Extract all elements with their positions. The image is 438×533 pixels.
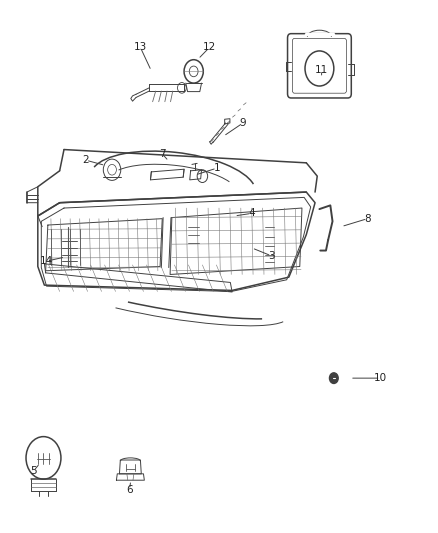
Text: 9: 9 — [240, 118, 246, 128]
Text: 13: 13 — [134, 43, 147, 52]
Circle shape — [329, 373, 338, 383]
Text: 2: 2 — [82, 155, 89, 165]
Text: 11: 11 — [315, 65, 328, 75]
Text: 3: 3 — [268, 251, 275, 261]
Text: 7: 7 — [159, 149, 166, 159]
Text: 5: 5 — [30, 466, 37, 476]
Text: 12: 12 — [203, 43, 216, 52]
Text: 1: 1 — [213, 163, 220, 173]
Text: 14: 14 — [40, 256, 53, 266]
Text: 4: 4 — [248, 208, 255, 219]
Text: 8: 8 — [364, 214, 371, 224]
Text: 10: 10 — [374, 373, 387, 383]
Text: 6: 6 — [126, 485, 133, 495]
